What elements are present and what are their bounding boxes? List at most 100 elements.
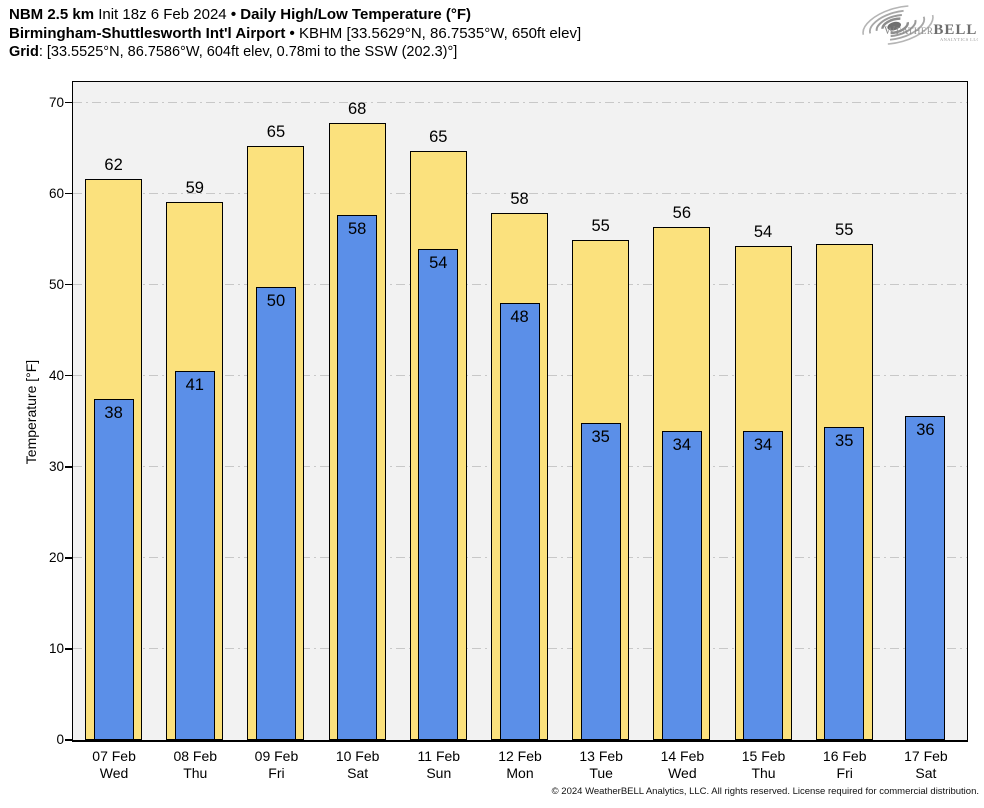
high-value-label: 59: [185, 178, 204, 197]
product-title: Daily High/Low Temperature (°F): [240, 6, 471, 23]
gridline-60: [73, 192, 967, 194]
y-tick-mark: [65, 466, 72, 468]
high-value-label: 56: [672, 204, 692, 223]
y-tick-mark: [65, 192, 72, 195]
y-tick-label: 60: [48, 185, 64, 201]
init-time: Init 18z 6 Feb 2024: [98, 6, 227, 23]
x-tick-day: Tue: [589, 764, 613, 781]
low-bar: [255, 287, 296, 740]
x-tick-day: Thu: [751, 764, 776, 781]
station-info: KBHM [33.5629°N, 86.7535°W, 650ft elev]: [298, 25, 582, 42]
x-tick-label: 13 Feb Tue: [559, 748, 643, 781]
header-line-1: NBM 2.5 km Init 18z 6 Feb 2024 • Daily H…: [9, 5, 471, 24]
grid-info: : [33.5525°N, 86.7586°W, 604ft elev, 0.7…: [38, 44, 458, 60]
low-bar: [743, 431, 784, 740]
low-bar: [499, 302, 540, 740]
x-tick-day: Sat: [915, 764, 937, 781]
bullet-separator: •: [230, 6, 237, 23]
x-tick-date: 16 Feb: [822, 748, 867, 764]
weatherbell-logo: WEATHERBELL ANALYTICS LLC: [862, 5, 978, 45]
x-tick-date: 15 Feb: [741, 748, 786, 764]
x-tick-label: 14 Feb Wed: [640, 748, 724, 781]
high-value-label: 68: [347, 99, 367, 118]
x-tick-label: 15 Feb Thu: [722, 748, 806, 781]
x-tick-date: 11 Feb: [417, 748, 461, 764]
y-tick-mark: [65, 101, 72, 104]
x-tick-label: 09 Feb Fri: [234, 748, 318, 781]
low-value-label: 34: [753, 436, 773, 455]
y-tick-label: 20: [48, 549, 64, 565]
high-value-label: 55: [591, 217, 610, 236]
x-tick-day: Mon: [506, 764, 534, 781]
x-tick-date: 07 Feb: [92, 748, 136, 764]
low-bar: [93, 398, 134, 740]
low-bar: [824, 426, 865, 740]
low-value-label: 41: [185, 376, 204, 395]
station-name: Birmingham-Shuttlesworth Int'l Airport: [9, 25, 286, 42]
low-value-label: 48: [510, 307, 529, 326]
y-tick-mark: [65, 557, 72, 559]
low-value-label: 50: [266, 292, 286, 311]
high-value-label: 58: [510, 189, 529, 208]
low-value-label: 38: [104, 403, 123, 422]
header-line-3: Grid: [33.5525°N, 86.7586°W, 604ft elev,…: [9, 43, 457, 62]
high-value-label: 65: [429, 127, 448, 146]
x-tick-date: 10 Feb: [335, 748, 380, 764]
x-tick-day: Thu: [183, 764, 208, 781]
x-tick-day: Sun: [426, 764, 452, 781]
hurricane-swirl-icon: [862, 5, 934, 45]
x-tick-label: 07 Feb Wed: [72, 748, 156, 781]
low-value-label: 35: [591, 428, 610, 447]
bullet-separator: •: [289, 25, 295, 42]
x-tick-date: 12 Feb: [498, 748, 542, 764]
plot-area: 62 38 59 41 65 50 68 58 65 54 58 48 55 35 56 34 54 34 55 35…: [72, 81, 968, 742]
logo-text-bell: BELL: [933, 22, 977, 38]
y-tick-mark: [65, 374, 72, 377]
low-bar: [174, 371, 215, 740]
x-tick-day: Fri: [268, 764, 285, 781]
x-tick-day: Fri: [836, 764, 853, 781]
y-tick-label: 70: [48, 94, 64, 110]
x-tick-date: 13 Feb: [579, 748, 623, 764]
x-tick-label: 16 Feb Fri: [803, 748, 887, 781]
x-tick-label: 17 Feb Sat: [884, 748, 968, 781]
low-bar: [337, 215, 378, 740]
y-tick-label: 50: [48, 276, 64, 292]
logo-text-weather: WEATHERBELL: [884, 22, 977, 38]
y-tick-label: 30: [48, 458, 64, 474]
model-name: NBM 2.5 km: [9, 6, 95, 23]
x-tick-label: 10 Feb Sat: [316, 748, 400, 781]
x-tick-label: 12 Feb Mon: [478, 748, 562, 781]
x-tick-day: Wed: [99, 764, 129, 781]
x-tick-day: Wed: [668, 764, 697, 781]
low-value-label: 36: [916, 420, 935, 439]
y-tick-label: 10: [48, 640, 64, 656]
low-bar: [905, 415, 946, 740]
low-bar: [580, 423, 621, 740]
logo-text-analytics: ANALYTICS LLC: [940, 37, 978, 42]
x-tick-day: Sat: [347, 764, 369, 781]
y-tick-mark: [65, 283, 72, 286]
low-value-label: 58: [347, 220, 367, 239]
low-value-label: 35: [835, 431, 854, 450]
x-tick-date: 14 Feb: [660, 748, 705, 764]
x-tick-label: 08 Feb Thu: [153, 748, 237, 781]
x-tick-date: 09 Feb: [254, 748, 299, 764]
x-tick-date: 08 Feb: [173, 748, 218, 764]
y-tick-label: 40: [48, 367, 64, 383]
low-bar: [418, 249, 459, 740]
high-value-label: 62: [104, 156, 123, 175]
y-tick-mark: [65, 739, 72, 741]
header-line-2: Birmingham-Shuttlesworth Int'l Airport •…: [9, 24, 581, 43]
gridline-70: [73, 101, 967, 103]
high-value-label: 55: [835, 220, 854, 239]
low-value-label: 54: [429, 254, 448, 273]
y-tick-mark: [65, 648, 72, 650]
high-value-label: 65: [266, 123, 286, 142]
y-tick-label: 0: [56, 732, 64, 747]
grid-label: Grid: [9, 44, 39, 60]
x-tick-label: 11 Feb Sun: [397, 748, 481, 781]
low-value-label: 34: [672, 436, 692, 455]
low-bar: [661, 431, 702, 740]
